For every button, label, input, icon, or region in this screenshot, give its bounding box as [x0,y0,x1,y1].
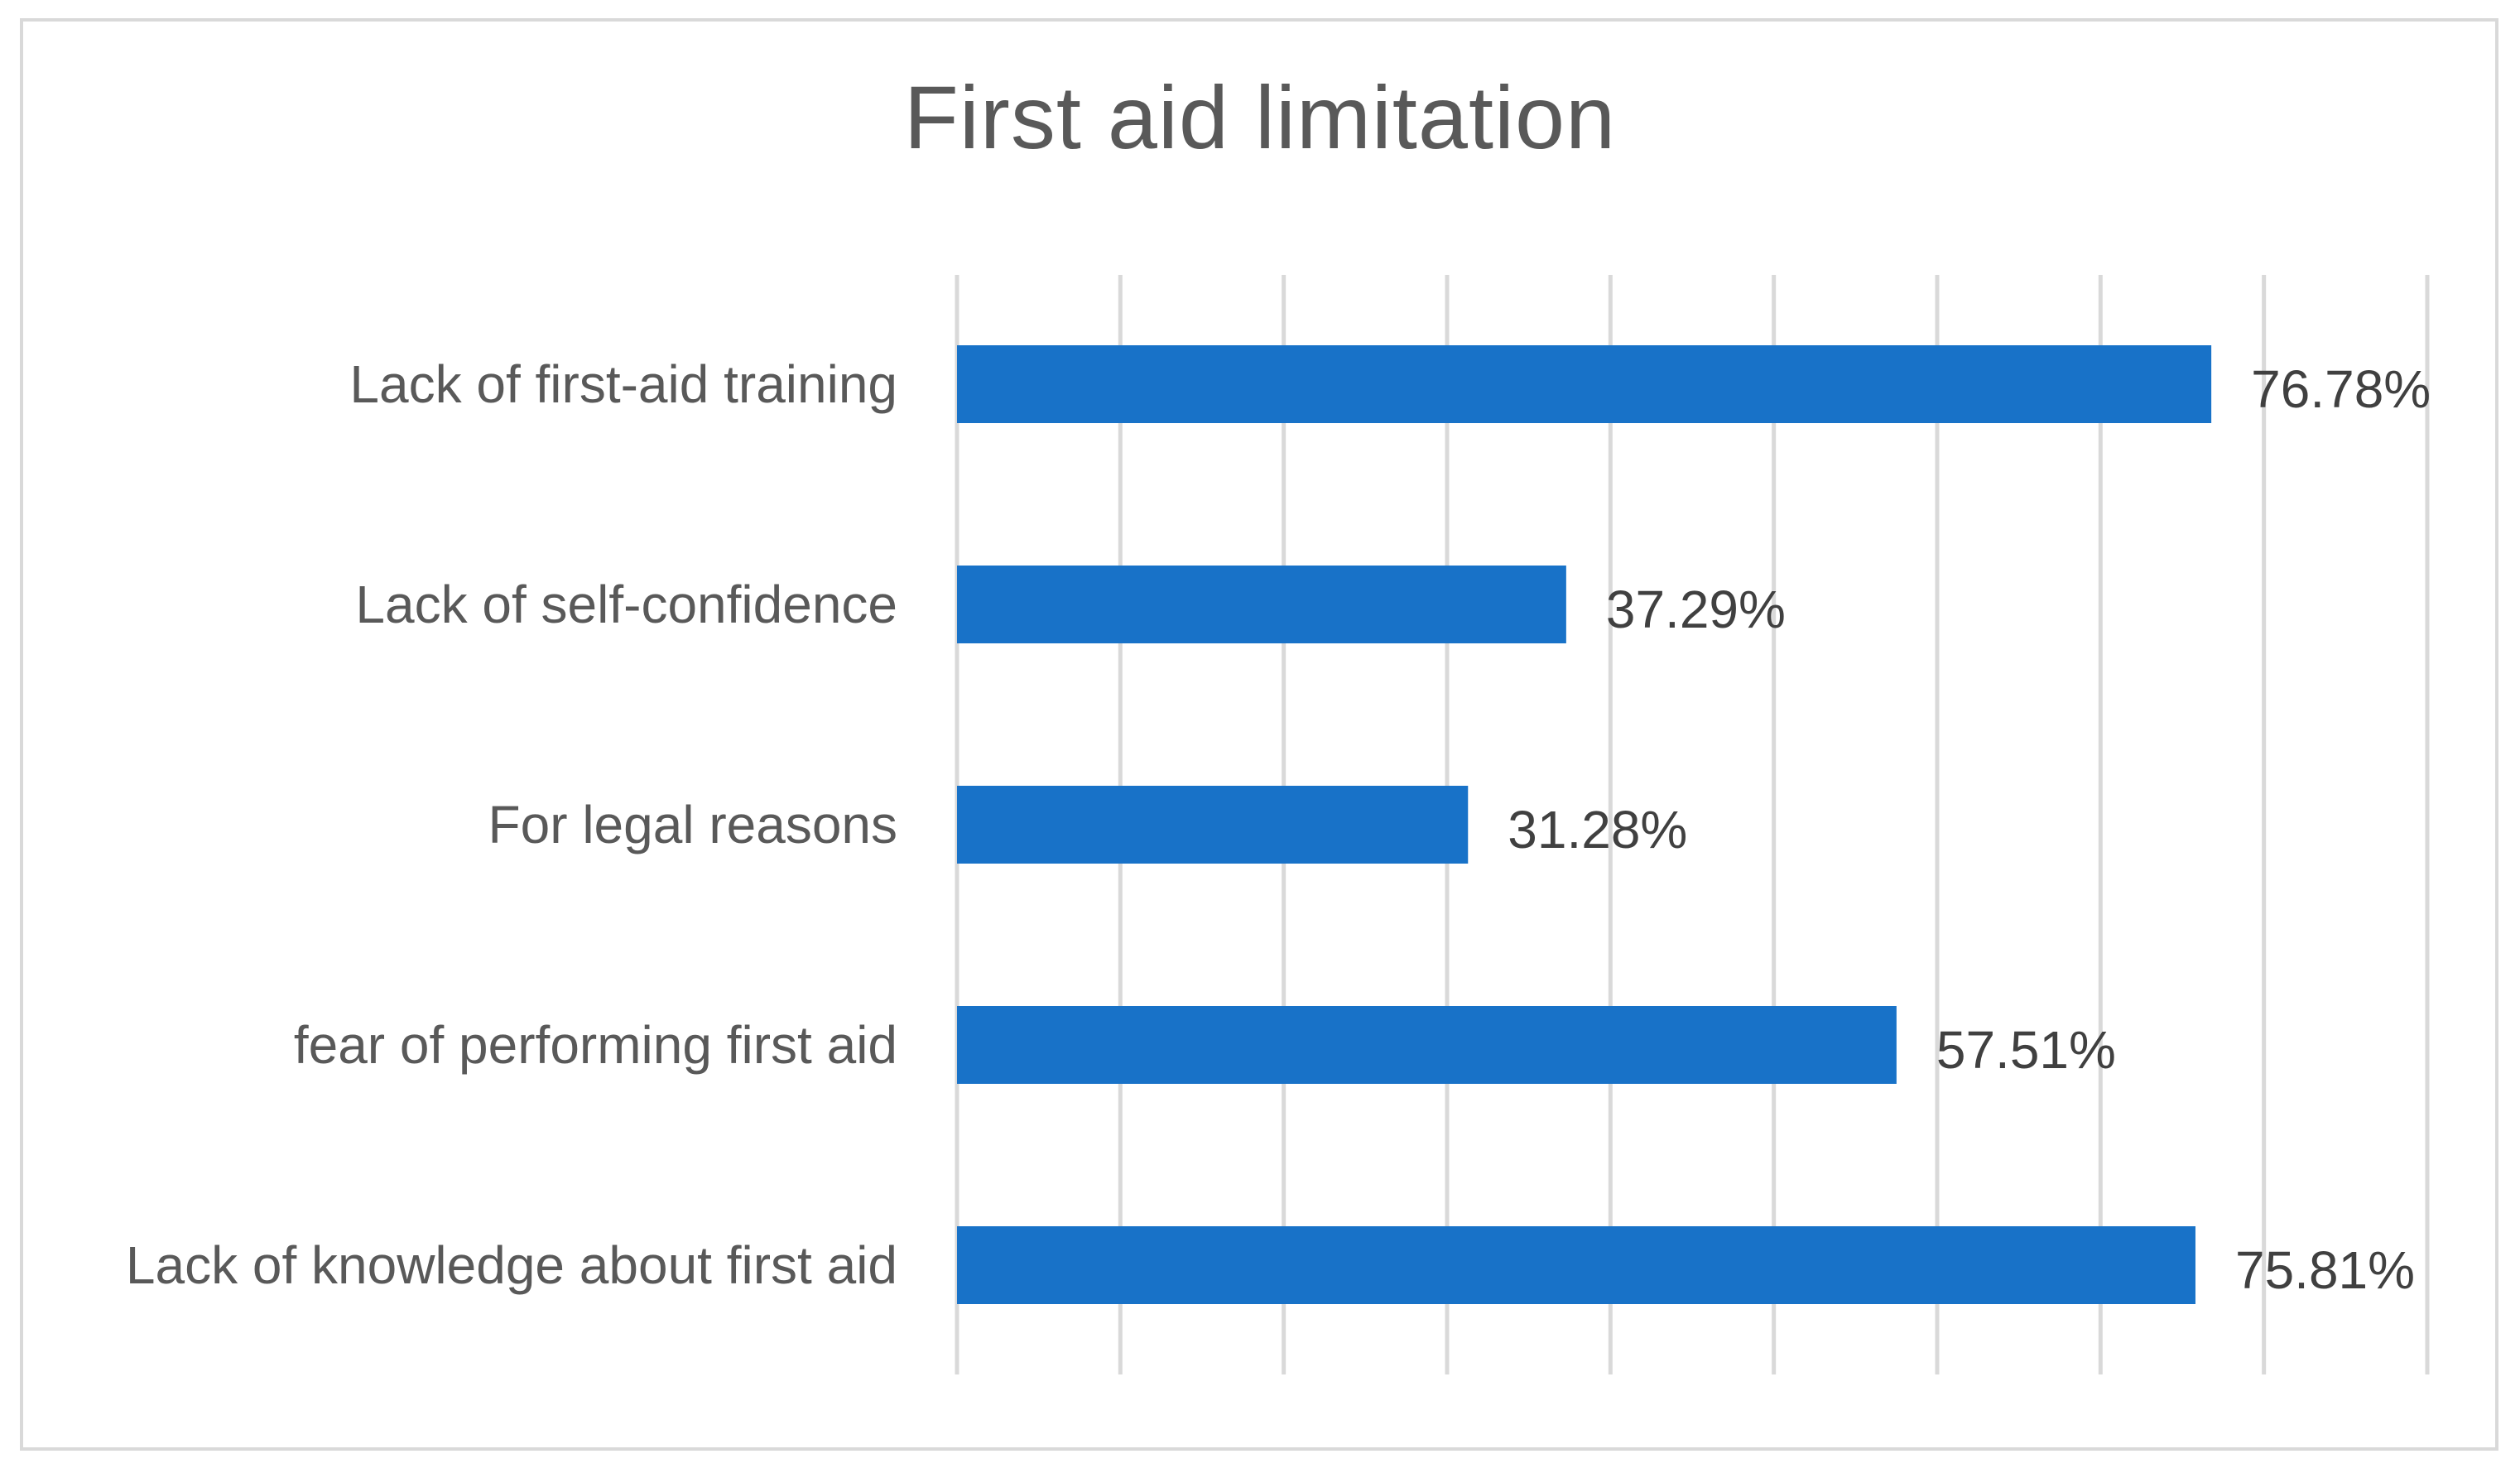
bar [957,345,2212,423]
bars [957,345,2212,1304]
chart-frame [20,18,2498,1451]
data-label: 37.29% [1606,580,1786,639]
category-label: Lack of first-aid training [349,354,897,414]
category-label: Lack of self-confidence [355,575,897,634]
data-label: 76.78% [2251,359,2431,419]
chart-title: First aid limitation [903,67,1617,167]
data-labels: 76.78% 37.29% 31.28% 57.51% 75.81% [1508,359,2431,1300]
data-label: 31.28% [1508,800,1687,859]
bar [957,786,1469,864]
category-label: fear of performing first aid [294,1015,897,1075]
data-label: 75.81% [2235,1240,2415,1300]
category-label: Lack of knowledge about first aid [126,1235,897,1295]
bar [957,1226,2195,1304]
category-labels: Lack of first-aid training Lack of self-c… [126,354,897,1295]
category-label: For legal reasons [488,795,897,854]
bar [957,566,1566,643]
bar [957,1006,1897,1084]
data-label: 57.51% [1936,1020,2116,1080]
